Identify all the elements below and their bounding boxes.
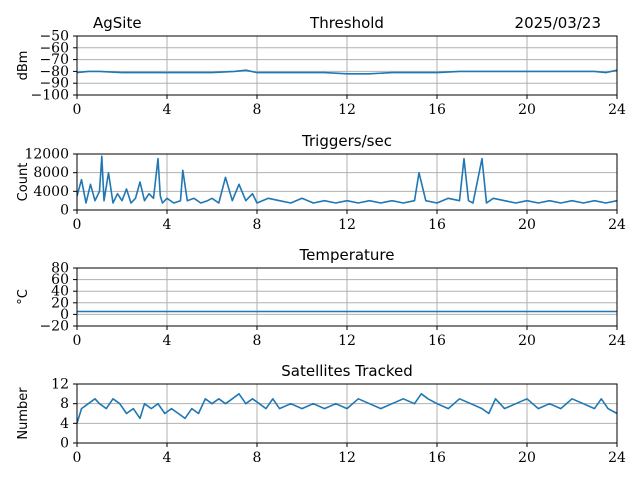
y-tick-label: 4 — [60, 416, 69, 432]
x-tick-label: 24 — [608, 217, 626, 233]
panel-title: Triggers/sec — [301, 132, 392, 150]
panel-title: Threshold — [309, 14, 384, 32]
y-tick-label: 8000 — [33, 165, 69, 181]
x-tick-label: 4 — [163, 333, 172, 349]
x-tick-label: 16 — [428, 102, 446, 118]
x-tick-label: 24 — [608, 450, 626, 466]
panel-1: 0 4 8 12 16 20 24 −100−90−80−70−60−50 Threshold d… — [16, 14, 626, 118]
x-tick-label: 20 — [518, 217, 536, 233]
y-tick-label: −20 — [39, 319, 69, 335]
x-tick-label: 12 — [338, 102, 356, 118]
x-tick-label: 16 — [428, 333, 446, 349]
x-tick-label: 16 — [428, 450, 446, 466]
x-tick-label: 8 — [253, 102, 262, 118]
x-tick-label: 24 — [608, 333, 626, 349]
panel-4: 0 4 8 12 16 20 24 0 4 8 12 Satellites Tracked Number — [16, 362, 626, 466]
x-tick-label: 20 — [518, 102, 536, 118]
x-tick-label: 8 — [253, 217, 262, 233]
y-tick-label: 12 — [51, 377, 69, 393]
panel-title: Satellites Tracked — [281, 362, 412, 380]
x-tick-label: 12 — [338, 217, 356, 233]
x-tick-label: 20 — [518, 333, 536, 349]
series-line — [76, 392, 618, 424]
y-tick-label: 60 — [51, 272, 69, 288]
x-tick-label: 8 — [253, 333, 262, 349]
x-tick-label: 4 — [163, 102, 172, 118]
x-tick-label: 12 — [338, 333, 356, 349]
y-axis-label: Number — [16, 387, 31, 440]
panel-2: 0 4 8 12 16 20 24 0 4000 8000 12000 Triggers/sec Cou… — [16, 132, 626, 233]
x-tick-label: 0 — [73, 333, 82, 349]
y-tick-label: 0 — [60, 436, 69, 452]
y-axis-label: °C — [16, 289, 31, 305]
date-label: 2025/03/23 — [515, 14, 601, 32]
x-tick-label: 0 — [73, 450, 82, 466]
site-label: AgSite — [93, 14, 142, 32]
series-line — [76, 155, 618, 204]
y-tick-label: −50 — [39, 29, 69, 45]
y-tick-label: 20 — [51, 295, 69, 311]
y-tick-label: 0 — [60, 203, 69, 219]
y-tick-label: 40 — [51, 284, 69, 300]
y-tick-label: −70 — [39, 52, 69, 68]
x-tick-label: 4 — [163, 450, 172, 466]
x-tick-label: 0 — [73, 102, 82, 118]
panel-title: Temperature — [298, 246, 394, 264]
y-axis-label: Count — [16, 163, 31, 202]
y-tick-label: 8 — [60, 396, 69, 412]
x-tick-label: 4 — [163, 217, 172, 233]
y-tick-label: −60 — [39, 40, 69, 56]
y-axis-label: dBm — [16, 51, 31, 81]
y-tick-label: 12000 — [24, 147, 69, 163]
y-tick-label: 0 — [60, 307, 69, 323]
y-tick-label: −100 — [31, 88, 69, 104]
x-tick-label: 20 — [518, 450, 536, 466]
series-line — [76, 69, 618, 75]
x-tick-label: 0 — [73, 217, 82, 233]
x-tick-label: 24 — [608, 102, 626, 118]
y-tick-label: 80 — [51, 261, 69, 277]
x-tick-label: 16 — [428, 217, 446, 233]
x-tick-label: 12 — [338, 450, 356, 466]
y-tick-label: −80 — [39, 64, 69, 80]
y-tick-label: 4000 — [33, 184, 69, 200]
x-tick-label: 8 — [253, 450, 262, 466]
y-tick-label: −90 — [39, 76, 69, 92]
